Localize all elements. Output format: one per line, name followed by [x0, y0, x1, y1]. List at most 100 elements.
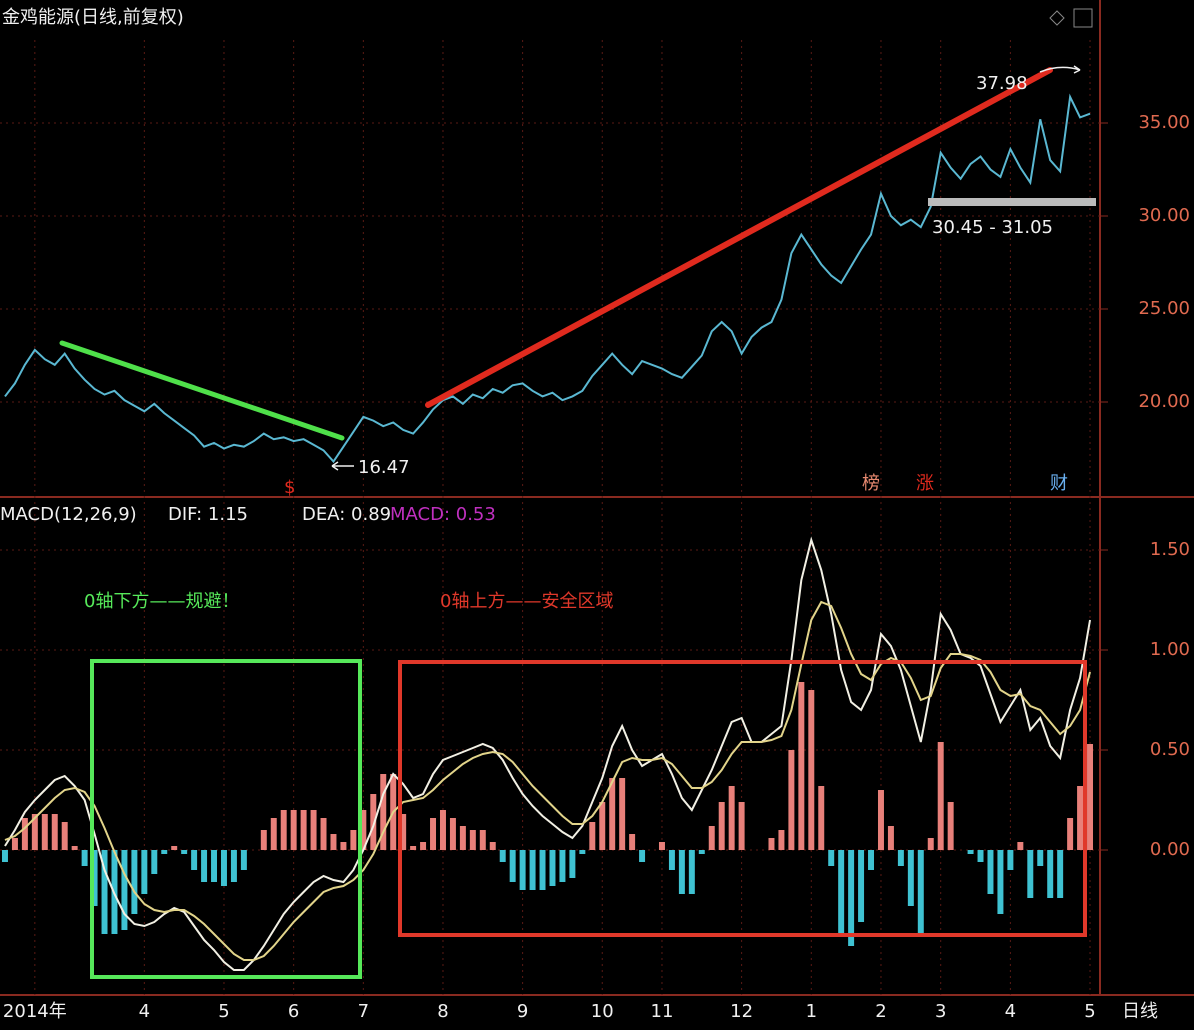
- histogram-bar: [599, 802, 606, 850]
- event-marker: 榜: [862, 473, 880, 494]
- histogram-bar: [977, 850, 984, 862]
- histogram-bar: [430, 818, 437, 850]
- histogram-bar: [240, 850, 247, 870]
- histogram-bar: [609, 778, 616, 850]
- histogram-bar: [708, 826, 715, 850]
- histogram-bar: [688, 850, 695, 894]
- histogram-bar: [290, 810, 297, 850]
- histogram-bar: [967, 850, 974, 854]
- histogram-bar: [310, 810, 317, 850]
- window-icon: [1049, 10, 1065, 26]
- histogram-bar: [738, 802, 745, 850]
- histogram-bar: [1037, 850, 1044, 866]
- below-zero-box: [90, 659, 362, 979]
- histogram-bar: [360, 810, 367, 850]
- histogram-bar: [768, 838, 775, 850]
- histogram-bar: [887, 826, 894, 850]
- high-price-label: 37.98: [976, 73, 1028, 94]
- histogram-bar: [788, 750, 795, 850]
- histogram-bar: [848, 850, 855, 946]
- x-tick-label: 6: [288, 1001, 299, 1022]
- histogram-bar: [539, 850, 546, 890]
- histogram-bar: [579, 850, 586, 854]
- histogram-bar: [91, 850, 98, 906]
- histogram-bar: [211, 850, 218, 882]
- histogram-bar: [410, 846, 417, 850]
- histogram-bar: [171, 846, 178, 850]
- histogram-bar: [400, 814, 407, 850]
- histogram-bar: [439, 810, 446, 850]
- histogram-bar: [370, 794, 377, 850]
- histogram-bar: [828, 850, 835, 866]
- histogram-bar: [569, 850, 576, 878]
- histogram-bar: [330, 834, 337, 850]
- histogram-bar: [61, 822, 68, 850]
- histogram-bar: [1007, 850, 1014, 870]
- histogram-bar: [21, 818, 28, 850]
- histogram-bar: [559, 850, 566, 882]
- y-tick-label: 0.50: [1150, 739, 1190, 760]
- x-tick-label: 3: [935, 1001, 946, 1022]
- histogram-bar: [778, 830, 785, 850]
- histogram-bar: [121, 850, 128, 930]
- histogram-bar: [678, 850, 685, 894]
- macd-label: MACD: 0.53: [390, 504, 496, 525]
- histogram-bar: [937, 742, 944, 850]
- histogram-bar: [1087, 744, 1094, 850]
- dea-label: DEA: 0.89: [302, 504, 391, 525]
- window-icon: [1073, 8, 1093, 28]
- x-tick-label: 2014年: [3, 1001, 67, 1022]
- histogram-bar: [41, 814, 48, 850]
- histogram-bar: [191, 850, 198, 870]
- histogram-bar: [489, 842, 496, 850]
- x-tick-label: 7: [358, 1001, 369, 1022]
- support-label: 30.45 - 31.05: [932, 217, 1053, 238]
- x-tick-label: 4: [139, 1001, 150, 1022]
- histogram-bar: [589, 822, 596, 850]
- indicator-label: MACD(12,26,9): [0, 504, 137, 525]
- event-marker: 财: [1050, 473, 1068, 494]
- histogram-bar: [1057, 850, 1064, 898]
- histogram-bar: [270, 818, 277, 850]
- histogram-bar: [220, 850, 227, 886]
- histogram-bar: [260, 830, 267, 850]
- low-price-label: 16.47: [358, 457, 410, 478]
- x-tick-label: 4: [1005, 1001, 1016, 1022]
- histogram-bar: [1027, 850, 1034, 898]
- histogram-bar: [639, 850, 646, 862]
- histogram-bar: [459, 826, 466, 850]
- x-tick-label: 12: [730, 1001, 753, 1022]
- histogram-bar: [1077, 786, 1084, 850]
- y-tick-label: 1.50: [1150, 539, 1190, 560]
- x-tick-label: 5: [218, 1001, 229, 1022]
- histogram-bar: [141, 850, 148, 894]
- histogram-bar: [629, 834, 636, 850]
- x-tick-label: 1: [806, 1001, 817, 1022]
- histogram-bar: [549, 850, 556, 886]
- histogram-bar: [798, 682, 805, 850]
- histogram-bar: [877, 790, 884, 850]
- histogram-bar: [350, 830, 357, 850]
- y-tick-label: 35.00: [1138, 112, 1190, 133]
- histogram-bar: [509, 850, 516, 882]
- histogram-bar: [668, 850, 675, 870]
- histogram-bar: [947, 802, 954, 850]
- above-zero-box: [398, 660, 1087, 937]
- below-zero-note: 0轴下方——规避！: [84, 591, 239, 612]
- histogram-bar: [131, 850, 138, 914]
- histogram-bar: [698, 850, 705, 854]
- histogram-bar: [987, 850, 994, 894]
- y-tick-label: 1.00: [1150, 639, 1190, 660]
- histogram-bar: [31, 814, 38, 850]
- histogram-bar: [280, 810, 287, 850]
- histogram-bar: [181, 850, 188, 854]
- histogram-bar: [858, 850, 865, 922]
- histogram-bar: [11, 838, 18, 850]
- event-marker: $: [284, 477, 295, 498]
- histogram-bar: [529, 850, 536, 890]
- histogram-bar: [658, 842, 665, 850]
- histogram-bar: [71, 846, 78, 850]
- histogram-bar: [728, 786, 735, 850]
